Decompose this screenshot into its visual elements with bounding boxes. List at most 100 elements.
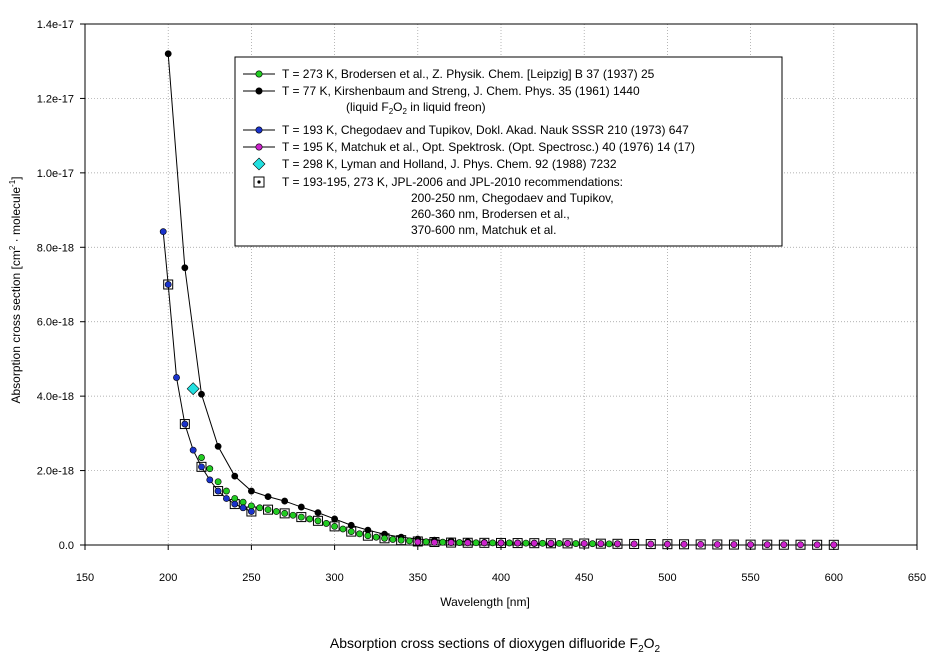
series-0-point-49 bbox=[605, 540, 613, 548]
legend-marker-kirshenbaum bbox=[255, 87, 263, 95]
legend-marker-chegodaev bbox=[255, 126, 263, 134]
series-0-point-16 bbox=[331, 522, 338, 530]
caption-mid: O bbox=[644, 635, 655, 651]
y-axis-label-sup1: 2 bbox=[8, 245, 17, 250]
x-tick-label-2: 250 bbox=[242, 572, 260, 584]
series-2-point-5 bbox=[198, 463, 205, 471]
x-tick-label-10: 650 bbox=[908, 572, 926, 584]
legend-label-matchuk: T = 195 K, Matchuk et al., Opt. Spektros… bbox=[282, 140, 695, 154]
series-2-point-0 bbox=[159, 228, 167, 236]
series-3-point-5 bbox=[497, 539, 505, 547]
series-5-point-30 bbox=[662, 539, 673, 550]
series-2-point-10 bbox=[239, 504, 247, 512]
series-5-point-23 bbox=[545, 538, 556, 549]
series-5-point-37 bbox=[778, 539, 789, 550]
x-tick-label-5: 400 bbox=[492, 572, 510, 584]
kirshenbaum-line2-part3: in liquid freon) bbox=[407, 100, 486, 114]
series-2-point-2 bbox=[173, 374, 180, 381]
series-5-point-27 bbox=[612, 538, 623, 549]
series-1-point-10 bbox=[331, 515, 338, 523]
kirshenbaum-line2-sub2: 2 bbox=[402, 107, 407, 116]
series-3-point-12 bbox=[614, 540, 621, 548]
kirshenbaum-line2-part2: O bbox=[393, 100, 402, 114]
legend-marker-matchuk bbox=[255, 143, 263, 151]
legend-label-jpl-extra-3: 370-600 nm, Matchuk et al. bbox=[411, 223, 556, 237]
series-3-point-25 bbox=[830, 541, 838, 549]
figure-caption: Absorption cross sections of dioxygen di… bbox=[330, 635, 661, 655]
series-3-point-23 bbox=[797, 541, 804, 549]
series-0-point-13 bbox=[306, 515, 314, 523]
y-tick-label-4: 8.0e-18 bbox=[37, 242, 74, 254]
series-5-point-7 bbox=[279, 508, 290, 519]
series-0-point-45 bbox=[572, 540, 580, 547]
series-0-point-7 bbox=[256, 504, 264, 512]
y-tick-label-7: 1.4e-17 bbox=[37, 19, 74, 31]
series-1-point-7 bbox=[281, 497, 289, 505]
series-5-point-33 bbox=[712, 539, 723, 550]
x-tick-label-0: 150 bbox=[76, 572, 94, 584]
series-3-point-9 bbox=[564, 539, 571, 547]
series-5-point-2 bbox=[196, 461, 207, 472]
y-tick-label-2: 4.0e-18 bbox=[37, 391, 74, 403]
series-2-point-9 bbox=[231, 500, 239, 508]
series-5-point-8 bbox=[296, 512, 307, 523]
series-2-point-4 bbox=[189, 446, 197, 454]
series-0-point-24 bbox=[397, 536, 405, 544]
series-0-point-12 bbox=[297, 513, 305, 521]
series-0-point-21 bbox=[372, 533, 380, 541]
series-3-point-3 bbox=[464, 539, 472, 547]
x-tick-label-9: 600 bbox=[825, 572, 843, 584]
series-3-point-10 bbox=[580, 540, 588, 547]
series-0-point-18 bbox=[347, 528, 355, 536]
y-tick-label-6: 1.2e-17 bbox=[37, 93, 74, 105]
y-axis-label-part1: Absorption cross section [cm bbox=[9, 250, 23, 403]
series-2-point-1 bbox=[164, 281, 172, 288]
series-0-point-17 bbox=[339, 525, 347, 533]
series-5-point-20 bbox=[496, 537, 506, 548]
x-axis: 150 200 250 300 350 400 450 500 550 600 650 bbox=[76, 545, 926, 584]
series-0-point-14 bbox=[314, 517, 322, 525]
series-1-point-1 bbox=[181, 264, 189, 272]
series-5-point-32 bbox=[695, 539, 706, 550]
legend-label-jpl: T = 193-195, 273 K, JPL-2006 and JPL-201… bbox=[282, 175, 623, 189]
legend-marker-lyman bbox=[252, 157, 266, 171]
series-3-point-20 bbox=[747, 541, 754, 549]
series-0-point-47 bbox=[589, 540, 596, 548]
series-5-point-35 bbox=[745, 539, 756, 550]
series-1-point-12 bbox=[364, 526, 372, 534]
series-5-point-26 bbox=[595, 538, 606, 549]
series-0-point-15 bbox=[322, 520, 330, 527]
caption-text: Absorption cross sections of dioxygen di… bbox=[330, 635, 638, 651]
series-4-point-0 bbox=[186, 382, 200, 396]
series-2-point-6 bbox=[206, 476, 214, 484]
series-0-point-6 bbox=[247, 502, 255, 510]
legend-label-jpl-extra-1: 200-250 nm, Chegodaev and Tupikov, bbox=[411, 191, 614, 205]
series-5-point-34 bbox=[728, 539, 739, 550]
y-axis-label-part3: ] bbox=[9, 176, 23, 179]
series-0-point-33 bbox=[472, 539, 480, 547]
x-tick-label-7: 500 bbox=[658, 572, 676, 584]
series-0-point-20 bbox=[364, 532, 372, 540]
kirshenbaum-line2-part1: (liquid F bbox=[346, 100, 389, 114]
series-5-point-1 bbox=[179, 419, 190, 430]
series-5-point-39 bbox=[812, 539, 823, 550]
x-tick-label-4: 350 bbox=[409, 572, 427, 584]
series-3-point-0 bbox=[414, 538, 422, 546]
series-3-point-18 bbox=[713, 541, 721, 548]
series-3-point-19 bbox=[730, 541, 738, 548]
series-1-point-0 bbox=[164, 50, 172, 58]
legend-label-kirshenbaum: T = 77 K, Kirshenbaum and Streng, J. Che… bbox=[282, 84, 640, 98]
series-0-point-27 bbox=[422, 538, 430, 546]
series-0-point-19 bbox=[356, 530, 363, 538]
series-5-point-3 bbox=[213, 486, 224, 497]
series-3-point-24 bbox=[813, 541, 821, 549]
series-5-point-19 bbox=[479, 537, 490, 548]
series-5-point-22 bbox=[529, 538, 540, 549]
series-0-point-29 bbox=[439, 538, 447, 546]
series-1-point-11 bbox=[347, 521, 355, 529]
legend-label-chegodaev: T = 193 K, Chegodaev and Tupikov, Dokl. … bbox=[282, 123, 689, 137]
legend-box bbox=[234, 56, 783, 247]
series-0-point-2 bbox=[214, 478, 222, 486]
series-3-point-4 bbox=[480, 539, 488, 547]
series-5-point-0 bbox=[163, 279, 174, 290]
